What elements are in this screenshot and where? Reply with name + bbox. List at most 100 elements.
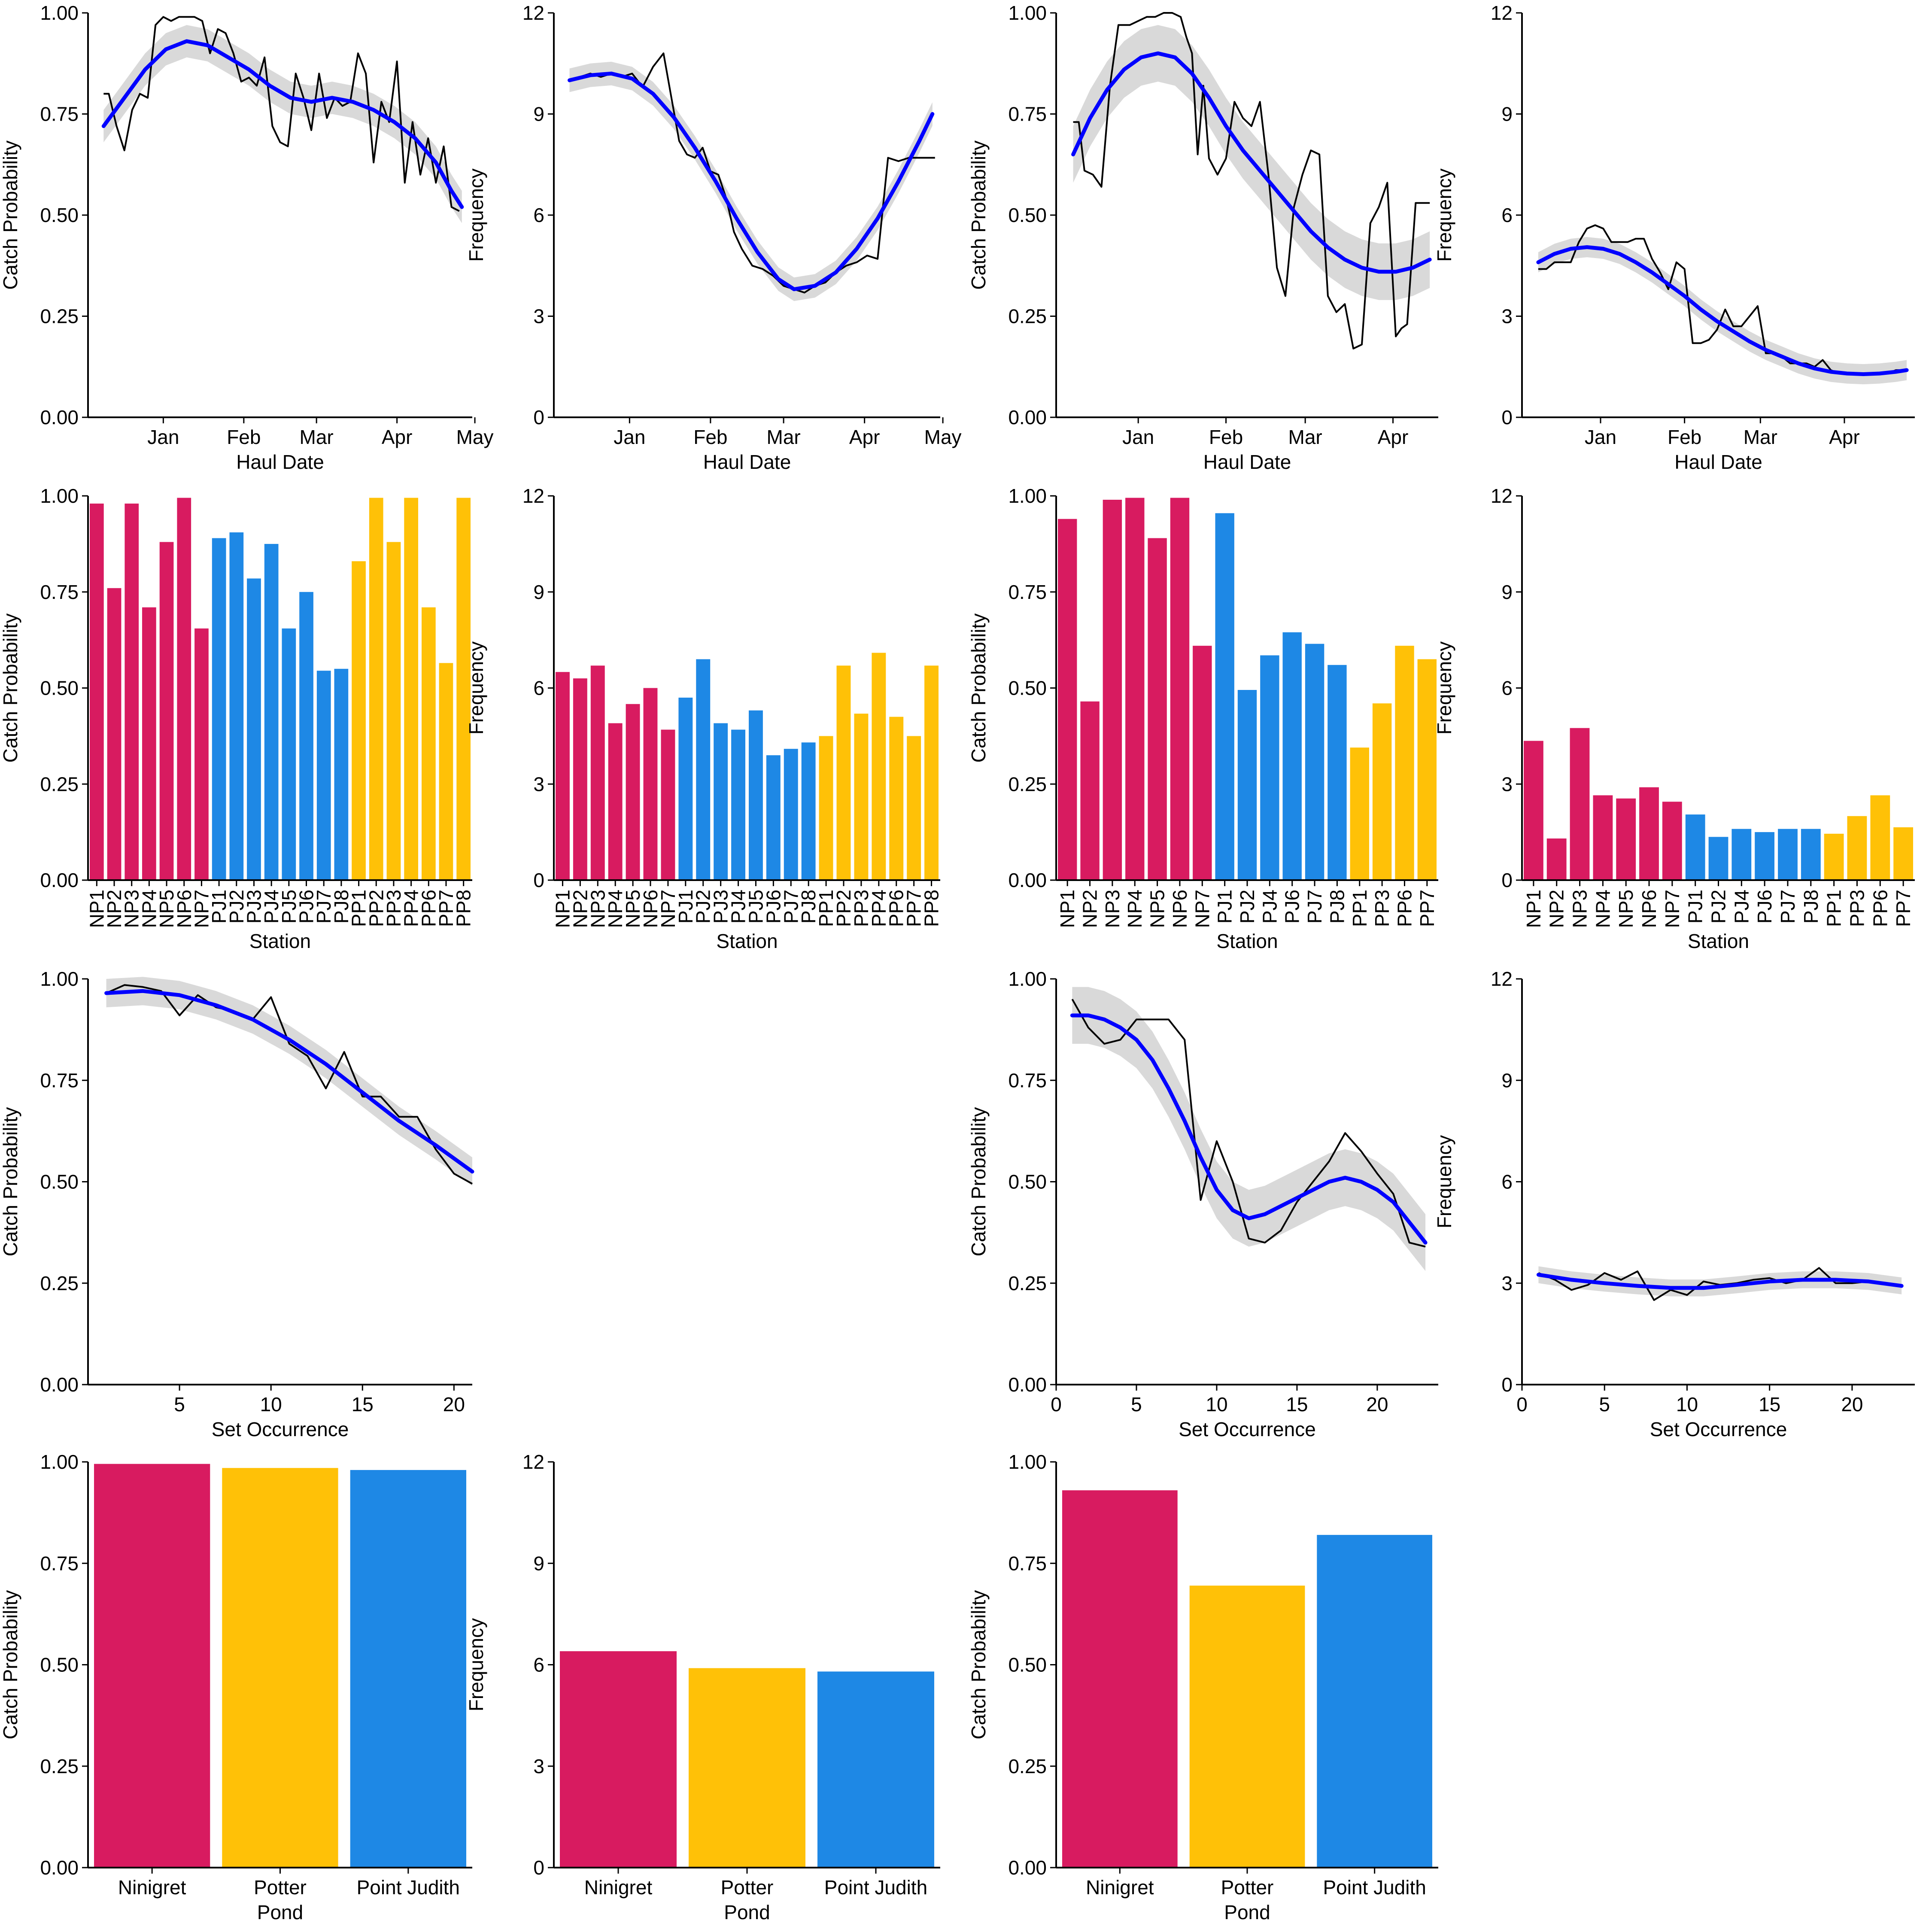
y-tick-label: 1.00 (1008, 968, 1047, 990)
x-tick-label: Feb (227, 426, 261, 448)
y-tick-label: 0.00 (1008, 1856, 1047, 1879)
y-tick-label: 0.25 (1008, 1755, 1047, 1777)
y-tick-label: 0.75 (40, 1069, 79, 1091)
x-tick-label: Jan (1585, 426, 1616, 448)
x-tick-label: PP1 (1823, 890, 1845, 927)
y-tick-label: 0.75 (1008, 581, 1047, 603)
bar-np2 (1080, 701, 1100, 880)
x-tick-label: PJ7 (1777, 890, 1799, 923)
y-tick-label: 3 (533, 1755, 544, 1777)
x-tick-label: Mar (1288, 426, 1322, 448)
bar-pp7 (439, 663, 453, 880)
x-tick-label: NP1 (85, 890, 108, 928)
bar-pp4 (872, 653, 886, 880)
x-tick-label: NP1 (551, 890, 574, 928)
y-axis-title: Frequency (465, 641, 487, 735)
x-tick-label: 10 (1206, 1393, 1227, 1416)
bar-pp3 (386, 542, 401, 880)
x-tick-label: NP6 (173, 890, 195, 928)
bar-np6 (1639, 787, 1659, 880)
x-tick-label: NP7 (1191, 890, 1213, 928)
bar-pj1 (1685, 814, 1705, 880)
bar-np6 (177, 498, 191, 880)
x-tick-label: May (924, 426, 962, 448)
y-axis-title: Frequency (465, 1618, 487, 1711)
x-tick-label: PJ7 (313, 890, 335, 923)
x-tick-label: NP2 (1079, 890, 1101, 928)
x-tick-label: 5 (1131, 1393, 1142, 1416)
bar-pj5 (282, 628, 296, 880)
x-tick-label: 20 (443, 1393, 465, 1416)
x-tick-label: NP7 (190, 890, 213, 928)
y-tick-label: 6 (533, 677, 544, 699)
bar-potter-pond (222, 1468, 338, 1868)
x-tick-label: PP8 (453, 890, 475, 927)
x-axis-title: Station (716, 930, 778, 952)
y-tick-label: 9 (533, 1552, 544, 1574)
y-tick-label: 0.50 (1008, 204, 1047, 226)
observed-line (569, 52, 935, 294)
x-tick-label: NP4 (1124, 890, 1146, 928)
y-tick-label: 1.00 (1008, 2, 1047, 24)
x-tick-label: Mar (300, 426, 334, 448)
x-tick-label: PJ3 (243, 890, 265, 923)
bar-pp3 (1372, 703, 1392, 880)
y-tick-label: 1.00 (40, 1451, 79, 1473)
y-axis-title: Catch Probability (967, 1107, 990, 1257)
y-tick-label: 0 (1501, 1373, 1513, 1396)
y-tick-label: 0.25 (40, 773, 79, 795)
x-tick-label: 10 (1676, 1393, 1698, 1416)
trend-line (1071, 51, 1432, 274)
x-tick-label: 15 (1286, 1393, 1308, 1416)
x-tick-label: 15 (352, 1393, 374, 1416)
y-tick-label: 0.50 (40, 1654, 79, 1676)
bar-np4 (1125, 498, 1145, 880)
x-tick-label: PP7 (435, 890, 457, 927)
bar-pj1 (678, 697, 693, 880)
y-axis-title: Frequency (1433, 168, 1455, 261)
bar-pj2 (696, 659, 711, 880)
x-axis-title: Haul Date (236, 451, 324, 473)
y-tick-label: 0.25 (1008, 773, 1047, 795)
observed-line (106, 984, 473, 1185)
x-tick-label: PJ4 (727, 890, 750, 923)
x-axis-title: Station (249, 930, 311, 952)
x-tick-label: NP5 (1615, 890, 1637, 928)
x-tick-label: PJ1 (208, 890, 230, 923)
y-tick-label: 6 (1501, 677, 1513, 699)
x-tick-label: PJ6 (1281, 890, 1303, 923)
bar-np7 (661, 729, 675, 880)
x-tick-label: PP3 (850, 890, 872, 927)
bar-pp6 (422, 607, 436, 880)
x-tick-label: Feb (1668, 426, 1701, 448)
x-tick-label: Apr (382, 426, 413, 448)
y-tick-label: 0.50 (40, 677, 79, 699)
y-tick-label: 0.25 (40, 1755, 79, 1777)
bar-pp3 (1847, 816, 1867, 880)
observed-line (1073, 12, 1430, 349)
bar-np7 (1662, 802, 1682, 880)
y-tick-label: 0.50 (40, 1171, 79, 1193)
x-tick-label: PJ3 (710, 890, 732, 923)
y-tick-label: 9 (533, 103, 544, 125)
y-tick-label: 1.00 (1008, 1451, 1047, 1473)
y-axis-title: Catch Probability (967, 614, 990, 763)
x-tick-label: PP4 (868, 890, 890, 927)
bar-pj4 (1732, 829, 1752, 880)
x-tick-label: PJ2 (225, 890, 248, 923)
bar-np4 (142, 607, 156, 880)
x-tick-label: PP1 (348, 890, 370, 927)
bar-pp1 (1350, 747, 1369, 880)
x-tick-label: Jan (147, 426, 179, 448)
y-tick-label: 0 (1501, 406, 1513, 428)
x-tick-label: NP1 (1056, 890, 1078, 928)
x-tick-label: Point Judith (1323, 1876, 1426, 1899)
y-tick-label: 0.75 (1008, 1552, 1047, 1574)
bar-pj6 (766, 755, 781, 880)
y-tick-label: 0.50 (1008, 677, 1047, 699)
y-tick-label: 3 (1501, 305, 1513, 328)
x-tick-label: PP8 (920, 890, 943, 927)
y-tick-label: 9 (533, 581, 544, 603)
x-tick-label: PJ8 (1326, 890, 1348, 923)
x-tick-label: PP6 (1393, 890, 1416, 927)
